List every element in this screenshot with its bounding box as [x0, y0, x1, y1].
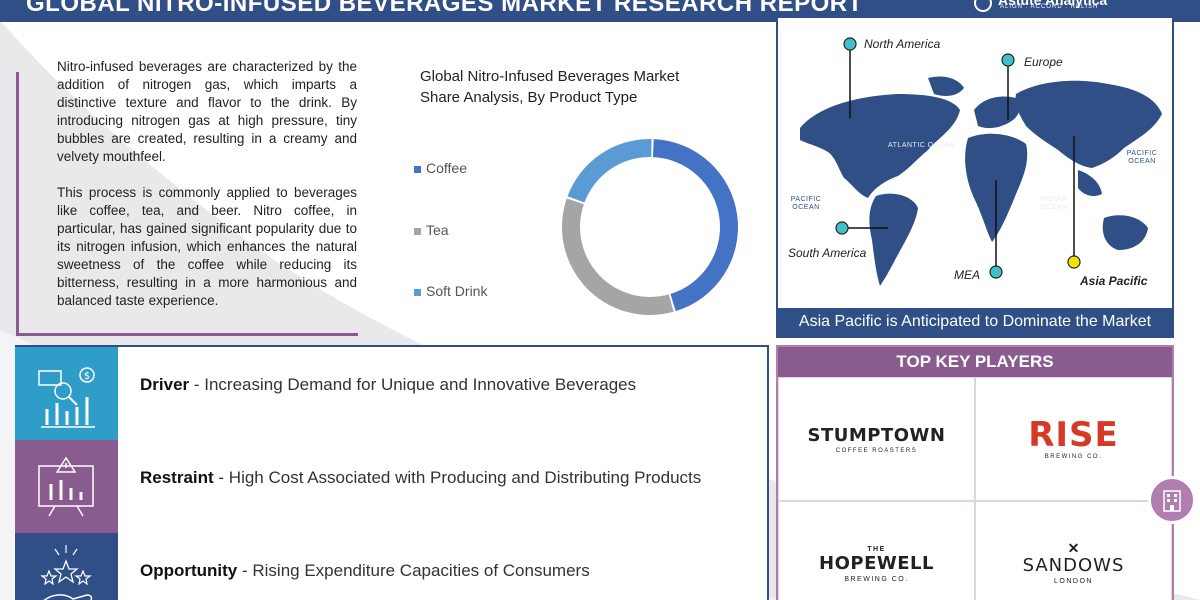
player-rise-name: RISE: [1028, 415, 1119, 455]
legend-swatch-coffee: [414, 165, 421, 173]
player-rise: RISE BREWING CO.: [975, 377, 1172, 501]
company-building-button[interactable]: [1148, 476, 1196, 524]
donut-slice-tea: [562, 198, 674, 315]
region-label-asia-pacific: Asia Pacific: [1080, 274, 1148, 288]
svg-text:$: $: [84, 371, 90, 382]
factor-restraint-text: Restraint - High Cost Associated with Pr…: [140, 468, 701, 488]
factor-driver-description: - Increasing Demand for Unique and Innov…: [189, 375, 637, 394]
player-sandows-name: SANDOWS: [1022, 555, 1125, 576]
region-label-south-america: South America: [788, 246, 867, 260]
player-hopewell-sub: BREWING CO.: [844, 575, 909, 583]
legend-label-soft-drink: Soft Drink: [426, 283, 488, 299]
ocean-label-atlantic: ATLANTIC OCEAN: [888, 142, 956, 149]
intro-section: Nitro-infused beverages are characterize…: [16, 59, 358, 336]
legend-item-coffee: Coffee: [414, 160, 467, 176]
ocean-label-pacific-west: PACIFIC OCEAN: [790, 196, 822, 211]
key-players-panel: TOP KEY PLAYERS STUMPTOWN COFFEE ROASTER…: [776, 345, 1174, 600]
player-hopewell-name: HOPEWELL: [819, 552, 934, 574]
sandows-cross-icon: ✕: [1067, 540, 1080, 556]
donut-slice-soft-drink: [567, 139, 652, 203]
factor-opportunity-description: - Rising Expenditure Capacities of Consu…: [237, 561, 590, 580]
chart-title: Global Nitro-Infused Beverages Market Sh…: [420, 68, 680, 106]
warning-chart-icon: [15, 440, 118, 533]
market-factors-panel: $ Driver - Increasing Demand for Unique …: [15, 345, 769, 600]
legend-swatch-soft-drink: [414, 288, 421, 296]
report-title: GLOBAL NITRO-INFUSED BEVERAGES MARKET RE…: [26, 0, 863, 17]
factor-driver: $ Driver - Increasing Demand for Unique …: [15, 347, 767, 440]
regional-map-panel: ATLANTIC OCEAN PACIFIC OCEAN PACIFIC OCE…: [776, 16, 1174, 338]
growth-chart-icon: $: [15, 347, 118, 440]
factor-restraint-description: - High Cost Associated with Producing an…: [213, 468, 702, 487]
brand-icon: [974, 0, 992, 12]
intro-paragraph-2: This process is commonly applied to beve…: [57, 185, 357, 308]
player-hopewell: THE HOPEWELL BREWING CO.: [778, 501, 975, 600]
donut-slice-coffee: [652, 139, 738, 312]
brand-tagline: ALIGN . ACCORD . RELISH: [1000, 4, 1099, 10]
brand-name: Astute Analytica: [998, 0, 1108, 8]
legend-item-soft-drink: Soft Drink: [414, 283, 487, 299]
factor-restraint: Restraint - High Cost Associated with Pr…: [15, 440, 767, 533]
intro-paragraph-1: Nitro-infused beverages are characterize…: [57, 59, 357, 164]
factor-driver-text: Driver - Increasing Demand for Unique an…: [140, 375, 636, 395]
factor-opportunity-text: Opportunity - Rising Expenditure Capacit…: [140, 561, 590, 581]
player-sandows-sub: LONDON: [1054, 578, 1093, 585]
stars-hand-icon: [15, 533, 118, 600]
player-sandows: ✕ SANDOWS LONDON: [975, 501, 1172, 600]
legend-item-tea: Tea: [414, 222, 449, 238]
key-players-heading: TOP KEY PLAYERS: [778, 347, 1172, 377]
ocean-label-pacific-east: PACIFIC OCEAN: [1126, 150, 1158, 165]
player-hopewell-pre: THE: [867, 545, 886, 553]
legend-label-tea: Tea: [426, 222, 449, 238]
building-icon: [1163, 490, 1181, 512]
factor-opportunity-label: Opportunity: [140, 561, 238, 580]
map-caption: Asia Pacific is Anticipated to Dominate …: [778, 308, 1172, 336]
legend-label-coffee: Coffee: [426, 160, 467, 176]
player-stumptown-sub: COFFEE ROASTERS: [835, 447, 918, 454]
region-markers: [835, 37, 1081, 279]
ocean-label-indian: INDIAN OCEAN: [1040, 196, 1068, 211]
player-rise-sub: BREWING CO.: [1044, 454, 1103, 460]
brand-logo: Astute Analytica ALIGN . ACCORD . RELISH: [970, 0, 1160, 22]
factor-opportunity: Opportunity - Rising Expenditure Capacit…: [15, 533, 767, 600]
region-label-mea: MEA: [954, 268, 981, 282]
player-stumptown-name: STUMPTOWN: [807, 424, 946, 446]
region-label-europe: Europe: [1024, 55, 1063, 69]
region-label-north-america: North America: [864, 37, 941, 51]
player-stumptown: STUMPTOWN COFFEE ROASTERS: [778, 377, 975, 501]
donut-chart: [562, 139, 738, 315]
factor-restraint-label: Restraint: [140, 468, 214, 487]
legend-swatch-tea: [414, 227, 421, 235]
factor-driver-label: Driver: [140, 375, 190, 394]
